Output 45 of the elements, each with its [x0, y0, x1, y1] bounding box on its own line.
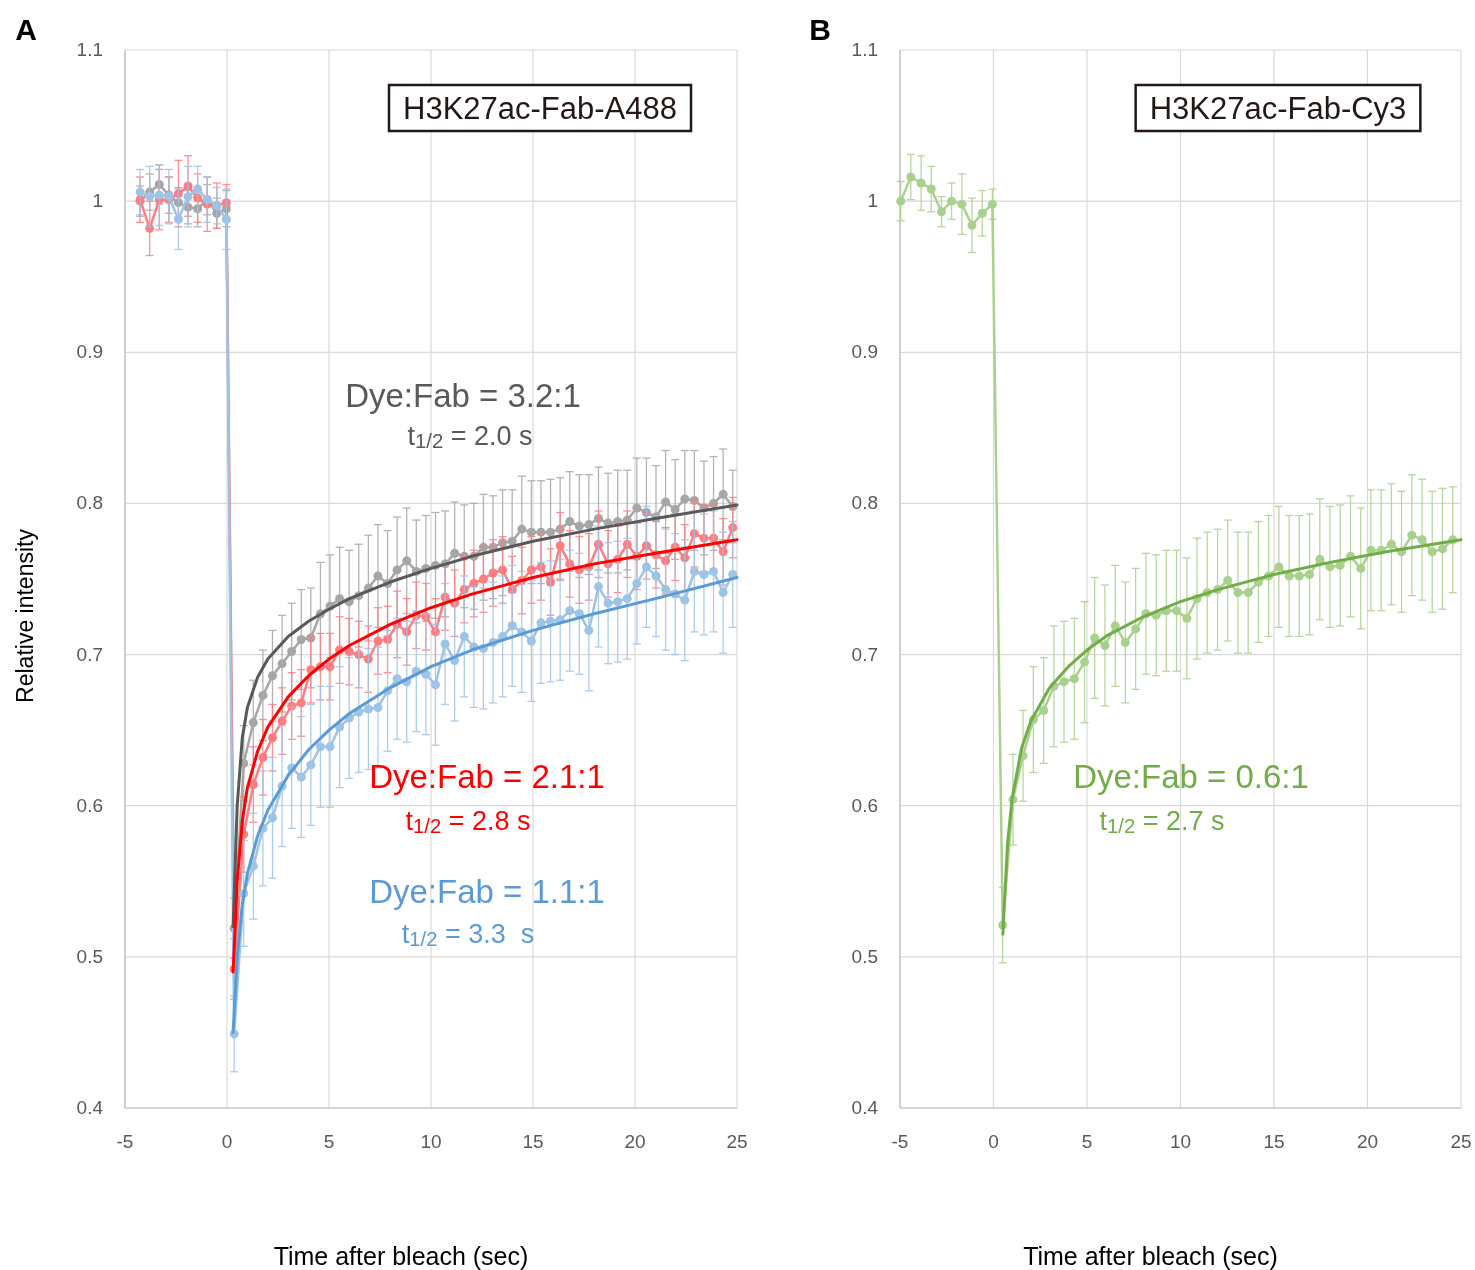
y-tick-label: 0.4	[76, 1097, 104, 1118]
y-tick-label: 0.7	[851, 643, 878, 665]
series-label: Dye:Fab = 0.6:1	[1073, 758, 1309, 795]
x-tick-label: 20	[1356, 1131, 1379, 1152]
x-tick-label: 25	[726, 1131, 748, 1152]
y-tick-label: 1.1	[76, 39, 103, 60]
y-tick-label: 0.9	[76, 341, 103, 363]
y-axis-title: Relative intensity	[12, 528, 38, 703]
x-tick-label: 25	[1450, 1131, 1472, 1152]
x-axis-title: Time after bleach (sec)	[273, 1242, 529, 1270]
x-tick-label: 0	[221, 1131, 233, 1152]
x-tick-label: 5	[323, 1131, 335, 1152]
x-tick-label: 20	[624, 1131, 646, 1152]
y-tick-label: 0.6	[851, 794, 878, 816]
y-tick-label: 0.8	[76, 492, 103, 514]
y-tick-label: 1	[867, 190, 878, 212]
text: Dye:Fab = 1.1:1	[369, 873, 605, 910]
y-tick-label: 0.8	[851, 492, 878, 514]
text: Dye:Fab = 3.2:1	[345, 377, 581, 414]
annotation: t$_{1/2}$ = 2.0 s	[407, 421, 533, 453]
y-tick-label: 0.5	[76, 945, 103, 967]
x-tick-label: -5	[891, 1131, 909, 1152]
annotation: t$_{1/2}$ = 2.8 s	[405, 806, 531, 838]
x-tick-label: 10	[1169, 1131, 1192, 1152]
y-tick-label: 0.5	[851, 945, 878, 967]
text: Dye:Fab = 2.1:1	[369, 758, 605, 795]
y-tick-label: 0.4	[851, 1097, 879, 1118]
x-axis-title: Time after bleach (sec)	[1023, 1242, 1278, 1270]
x-tick-label: 5	[1081, 1131, 1093, 1152]
text: B	[809, 13, 831, 46]
x-tick-label: 0	[988, 1131, 999, 1152]
x-tick-label: 15	[1263, 1131, 1285, 1152]
x-tick-label: -5	[116, 1131, 134, 1152]
y-tick-label: 1	[92, 190, 103, 212]
text: A	[15, 13, 37, 46]
y-tick-label: 0.7	[76, 643, 103, 665]
annotation: t$_{1/2}$ = 3.3 s	[401, 919, 535, 951]
text: H3K27ac-Fab-A488	[403, 91, 677, 126]
text: H3K27ac-Fab-Cy3	[1149, 91, 1407, 126]
y-tick-label: 1.1	[851, 39, 878, 60]
annotation: t$_{1/2}$ = 2.7 s	[1099, 806, 1225, 838]
x-tick-label: 10	[420, 1131, 442, 1152]
y-tick-label: 0.9	[851, 341, 878, 363]
x-tick-label: 15	[522, 1131, 544, 1152]
y-tick-label: 0.6	[76, 794, 103, 816]
